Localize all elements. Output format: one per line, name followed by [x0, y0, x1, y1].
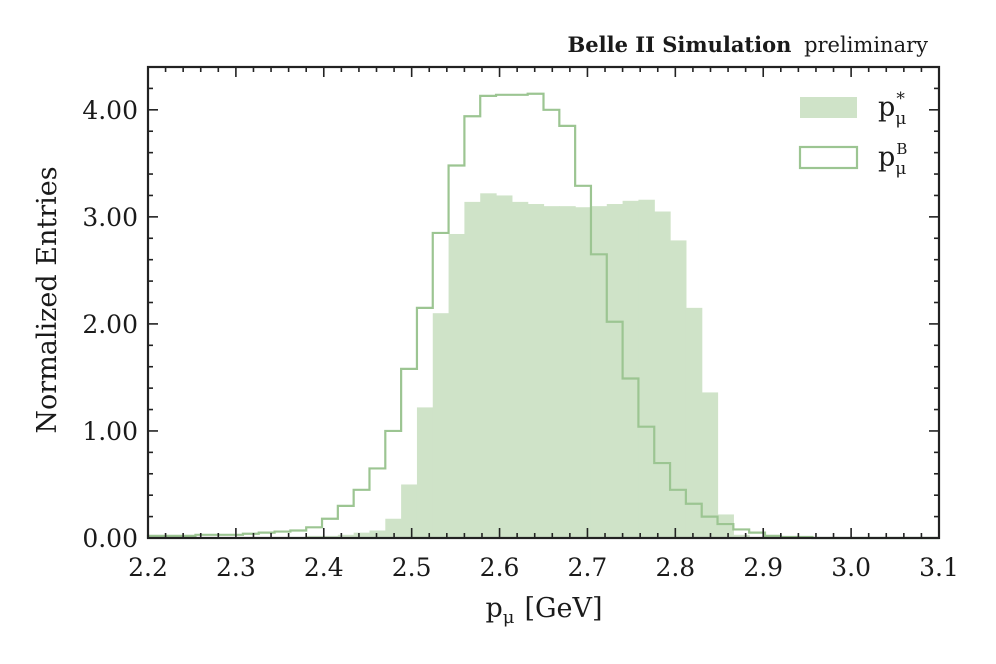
annotation-normal: preliminary — [804, 33, 928, 57]
x-tick-label: 2.7 — [568, 553, 608, 582]
histogram-bar — [448, 233, 465, 539]
histogram-bar — [717, 514, 734, 538]
x-axis-label: pμ [GeV] — [485, 593, 602, 628]
x-tick-label: 3.0 — [831, 553, 871, 582]
x-tick-label: 2.9 — [743, 553, 783, 582]
y-tick-label: 1.00 — [82, 417, 138, 446]
histogram-bar — [590, 206, 608, 538]
x-tick-label: 2.2 — [128, 553, 168, 582]
histogram-bar — [701, 392, 719, 538]
legend: pμ* pμB — [798, 89, 907, 179]
histogram-bar — [496, 195, 513, 538]
annotation: Belle II Simulation preliminary — [568, 32, 929, 57]
x-tick-label: 3.1 — [919, 553, 959, 582]
histogram-bar — [622, 200, 640, 538]
legend-swatch-filled — [800, 97, 857, 118]
histogram-bar — [369, 530, 386, 538]
x-tick-label: 2.6 — [480, 553, 520, 582]
filled-histogram — [148, 193, 766, 539]
step-line — [146, 92, 939, 540]
x-tick-label: 2.3 — [216, 553, 256, 582]
y-tick-label: 4.00 — [82, 96, 138, 125]
y-tick-label: 3.00 — [82, 203, 138, 232]
histogram-bar — [401, 484, 418, 538]
axis-ticks: 2.2 2.3 2.4 2.5 2.6 2.7 2.8 2.9 3.0 3.1 0.00 1.00 2.… — [82, 67, 959, 582]
annotation-bold: Belle II Simulation — [568, 32, 792, 57]
legend-swatch-step — [798, 145, 859, 170]
histogram-bar — [685, 307, 703, 538]
histogram-bar — [606, 204, 624, 538]
histogram-bar — [575, 207, 592, 539]
histogram-bar — [511, 201, 529, 538]
histogram-bar — [464, 201, 481, 538]
histogram-bar — [353, 532, 371, 538]
histogram-bar — [543, 206, 560, 538]
histogram-bar — [527, 204, 545, 538]
legend-label-filled: pμ* — [878, 89, 906, 129]
histogram-bar — [480, 193, 497, 538]
histogram-bar — [416, 407, 434, 538]
histogram-bar — [733, 534, 750, 538]
histogram-bar — [670, 240, 687, 538]
y-tick-label: 0.00 — [82, 524, 138, 553]
histogram-bar — [337, 534, 355, 538]
x-tick-label: 2.8 — [655, 553, 695, 582]
y-tick-label: 2.00 — [82, 310, 138, 339]
histogram-bar — [638, 199, 655, 539]
plot-frame — [146, 65, 941, 540]
x-tick-label: 2.4 — [304, 553, 344, 582]
histogram-bar — [559, 206, 576, 538]
step-histogram — [146, 92, 939, 540]
x-tick-label: 2.5 — [392, 553, 432, 582]
x-axis-label-sub: μ — [503, 607, 515, 628]
histogram-bar — [432, 313, 450, 538]
legend-label-step: pμB — [878, 140, 907, 179]
y-axis-label: Normalized Entries — [32, 166, 63, 433]
x-axis-label-main: p — [485, 593, 502, 624]
x-axis-label-unit: [GeV] — [524, 593, 602, 624]
histogram-bar — [654, 211, 671, 538]
histogram-bar — [385, 518, 402, 538]
